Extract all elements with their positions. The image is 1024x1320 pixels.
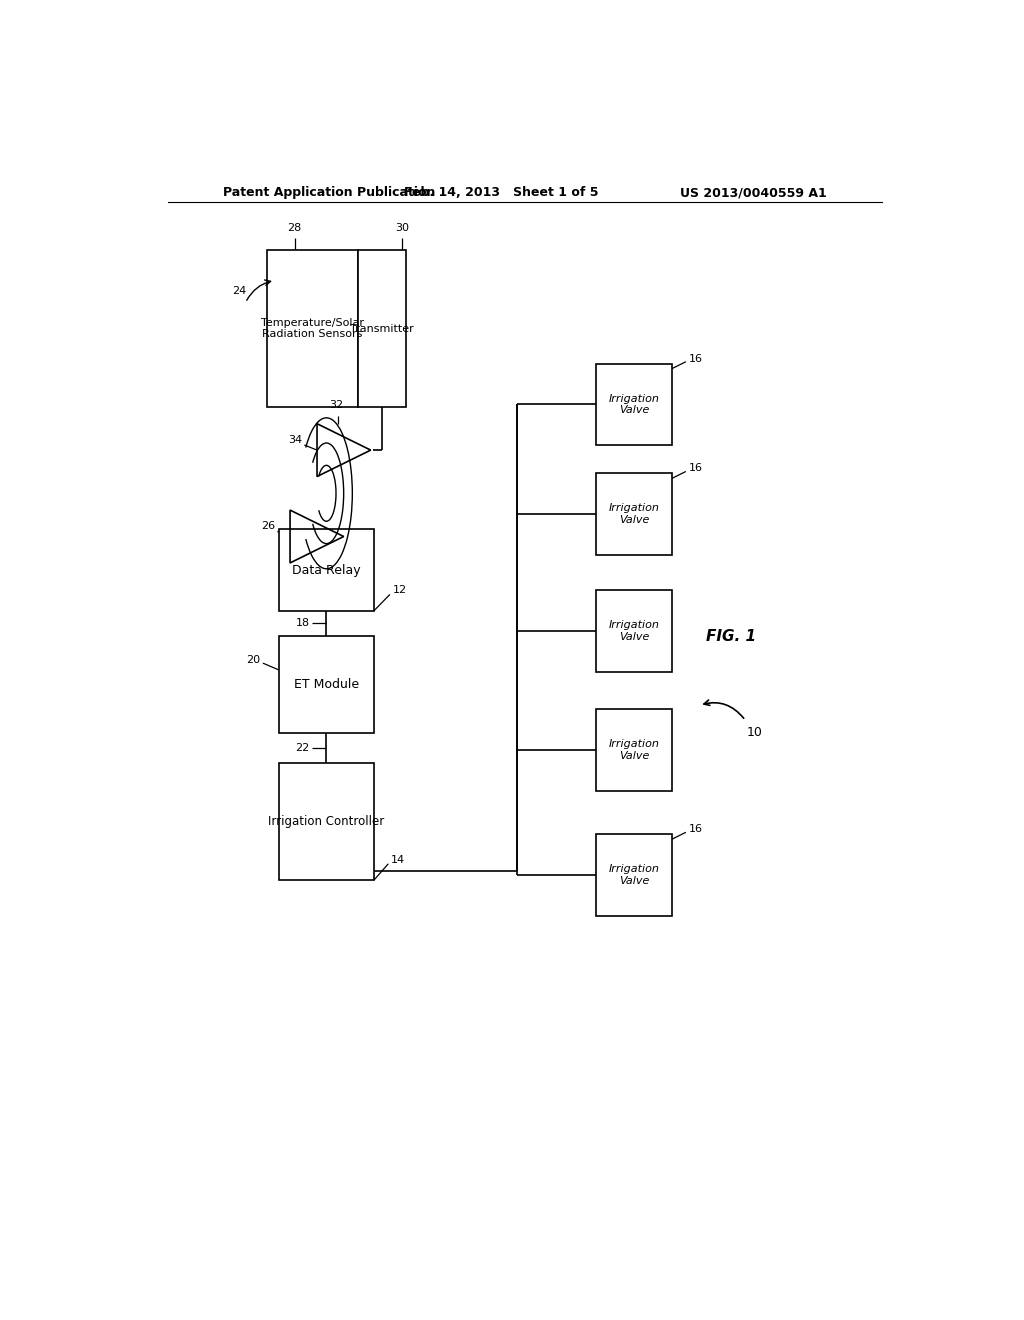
Text: 16: 16 — [688, 354, 702, 363]
Text: Irrigation
Valve: Irrigation Valve — [608, 865, 659, 886]
Text: 34: 34 — [288, 436, 302, 445]
Text: 32: 32 — [329, 400, 343, 411]
Bar — [596, 834, 672, 916]
Text: Feb. 14, 2013   Sheet 1 of 5: Feb. 14, 2013 Sheet 1 of 5 — [403, 186, 598, 199]
Bar — [596, 709, 672, 791]
Text: 30: 30 — [395, 223, 409, 232]
Text: 14: 14 — [391, 855, 404, 865]
Text: 26: 26 — [261, 521, 274, 532]
Text: Transmitter: Transmitter — [350, 323, 414, 334]
Text: Temperature/Solar
Radiation Sensors: Temperature/Solar Radiation Sensors — [261, 318, 364, 339]
Text: US 2013/0040559 A1: US 2013/0040559 A1 — [680, 186, 826, 199]
Bar — [358, 249, 406, 408]
Text: 10: 10 — [746, 726, 763, 739]
Text: Irrigation
Valve: Irrigation Valve — [608, 620, 659, 642]
Bar — [596, 590, 672, 672]
Text: 20: 20 — [247, 655, 260, 665]
Text: 28: 28 — [288, 223, 302, 232]
Bar — [596, 364, 672, 445]
Text: Irrigation
Valve: Irrigation Valve — [608, 739, 659, 760]
Text: 16: 16 — [688, 463, 702, 474]
Text: Irrigation
Valve: Irrigation Valve — [608, 503, 659, 525]
Text: Irrigation
Valve: Irrigation Valve — [608, 393, 659, 416]
Bar — [279, 763, 374, 880]
Text: 12: 12 — [392, 585, 407, 595]
Bar — [279, 636, 374, 733]
Text: Data Relay: Data Relay — [292, 564, 360, 577]
Bar — [267, 249, 358, 408]
Text: ET Module: ET Module — [294, 678, 359, 690]
Text: Patent Application Publication: Patent Application Publication — [223, 186, 435, 199]
Bar — [279, 529, 374, 611]
Text: 18: 18 — [296, 618, 309, 628]
Text: Irrigation Controller: Irrigation Controller — [268, 816, 385, 828]
Text: 22: 22 — [296, 743, 309, 752]
Bar — [596, 474, 672, 554]
Text: 24: 24 — [232, 285, 246, 296]
Text: FIG. 1: FIG. 1 — [707, 628, 756, 644]
Text: 16: 16 — [688, 824, 702, 834]
